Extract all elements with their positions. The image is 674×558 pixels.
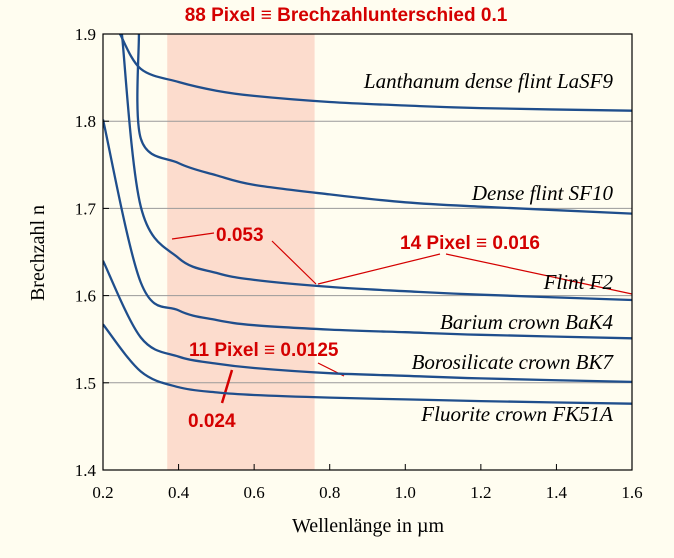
- annotation-0053: 0.053: [216, 225, 264, 246]
- y-tick-label-1: 1.5: [75, 374, 96, 393]
- annotation-leader-5: [220, 369, 234, 404]
- series-labels: Lanthanum dense flint LaSF9 Dense flint S…: [363, 69, 615, 426]
- y-tick-label-5: 1.9: [75, 25, 96, 44]
- x-tick-label-6: 1.4: [546, 483, 568, 502]
- annotation-0024: 0.024: [188, 411, 236, 432]
- series-label-flint-f2: Flint F2: [543, 270, 614, 294]
- series-label-dense-flint-sf10: Dense flint SF10: [471, 181, 614, 205]
- x-tick-label-0: 0.2: [92, 483, 113, 502]
- series-line-flint-f2: [120, 34, 632, 302]
- y-tick-label-2: 1.6: [75, 287, 96, 306]
- x-tick-label-4: 1.0: [395, 483, 416, 502]
- annotation-leader-lines: [171, 232, 633, 404]
- series-label-borosilicate-crown-bk7: Borosilicate crown BK7: [412, 350, 615, 374]
- series-line-barium-crown-bak4: [103, 119, 632, 340]
- x-tick-label-5: 1.2: [470, 483, 491, 502]
- y-tick-label-4: 1.8: [75, 112, 96, 131]
- series-line-dense-flint-sf10: [136, 34, 632, 215]
- x-tick-label-3: 0.8: [319, 483, 340, 502]
- x-axis-title: Wellenlänge in µm: [292, 515, 445, 537]
- series-label-lanthanum-dense-flint-lasf9: Lanthanum dense flint LaSF9: [363, 69, 614, 93]
- annotation-leader-0: [171, 232, 215, 240]
- axis-ticks: 0.2 0.4 0.6 0.8 1.0 1.2 1.4 1.6 1.4 1.5 1.6 1.7 1.8 1…: [75, 25, 643, 502]
- series-line-borosilicate-crown-bk7: [103, 260, 632, 384]
- annotation-leader-3: [445, 253, 633, 295]
- x-tick-label-1: 0.4: [168, 483, 190, 502]
- grid-lines: [103, 120, 632, 384]
- annotation-11-pixel: 11 Pixel ≡ 0.0125: [189, 340, 339, 361]
- series-label-fluorite-crown-fk51a: Fluorite crown FK51A: [420, 402, 613, 426]
- annotation-leader-1: [271, 240, 317, 285]
- annotation-14-pixel: 14 Pixel ≡ 0.016: [400, 233, 540, 254]
- chart-title: 88 Pixel ≡ Brechzahlunterschied 0.1: [185, 5, 508, 26]
- series-line-fluorite-crown-fk51a: [103, 323, 632, 405]
- series-group: [103, 34, 632, 405]
- y-tick-label-0: 1.4: [75, 461, 97, 480]
- plot-frame: [102, 33, 633, 471]
- y-axis-title: Brechzahl n: [27, 205, 49, 301]
- y-tick-label-3: 1.7: [75, 199, 97, 218]
- x-tick-label-2: 0.6: [244, 483, 265, 502]
- annotation-leader-2: [317, 253, 441, 285]
- series-label-barium-crown-bak4: Barium crown BaK4: [440, 310, 614, 334]
- x-tick-label-7: 1.6: [621, 483, 642, 502]
- series-line-lanthanum-dense-flint-lasf9: [118, 34, 632, 112]
